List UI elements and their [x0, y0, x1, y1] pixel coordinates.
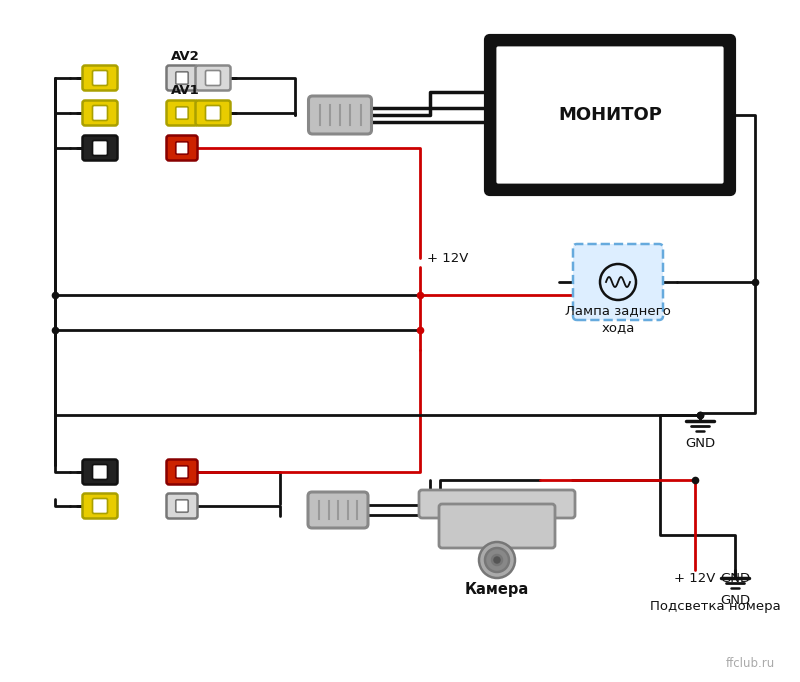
- FancyBboxPatch shape: [82, 136, 118, 160]
- Text: МОНИТОР: МОНИТОР: [558, 106, 662, 124]
- FancyBboxPatch shape: [93, 499, 107, 514]
- FancyBboxPatch shape: [495, 45, 725, 185]
- Circle shape: [479, 542, 515, 578]
- Text: Лампа заднего
хода: Лампа заднего хода: [565, 304, 671, 334]
- FancyBboxPatch shape: [195, 100, 230, 125]
- FancyBboxPatch shape: [176, 500, 188, 512]
- Text: + 12V: + 12V: [674, 572, 716, 585]
- Text: ffclub.ru: ffclub.ru: [726, 657, 775, 670]
- FancyBboxPatch shape: [176, 466, 188, 478]
- Text: Камера: Камера: [465, 582, 529, 597]
- FancyBboxPatch shape: [93, 106, 107, 121]
- Circle shape: [492, 555, 502, 565]
- FancyBboxPatch shape: [166, 136, 198, 160]
- Text: + 12V: + 12V: [427, 252, 468, 265]
- FancyBboxPatch shape: [82, 460, 118, 484]
- FancyBboxPatch shape: [166, 460, 198, 484]
- FancyBboxPatch shape: [82, 100, 118, 125]
- FancyBboxPatch shape: [439, 504, 555, 548]
- Text: GND: GND: [685, 437, 715, 450]
- FancyBboxPatch shape: [309, 96, 371, 134]
- FancyBboxPatch shape: [166, 65, 198, 91]
- FancyBboxPatch shape: [419, 490, 575, 518]
- FancyBboxPatch shape: [93, 70, 107, 85]
- Circle shape: [485, 548, 509, 572]
- FancyBboxPatch shape: [176, 107, 188, 119]
- FancyBboxPatch shape: [166, 494, 198, 518]
- FancyBboxPatch shape: [82, 494, 118, 518]
- FancyBboxPatch shape: [93, 140, 107, 155]
- FancyBboxPatch shape: [308, 492, 368, 528]
- FancyBboxPatch shape: [206, 70, 221, 85]
- Text: AV2: AV2: [170, 50, 199, 63]
- FancyBboxPatch shape: [195, 65, 230, 91]
- FancyBboxPatch shape: [82, 65, 118, 91]
- FancyBboxPatch shape: [166, 100, 198, 125]
- FancyBboxPatch shape: [176, 142, 188, 154]
- Text: GND: GND: [720, 594, 750, 607]
- FancyBboxPatch shape: [206, 106, 221, 121]
- FancyBboxPatch shape: [573, 244, 663, 320]
- Text: AV1: AV1: [170, 85, 199, 98]
- Text: Подсветка номера: Подсветка номера: [650, 600, 780, 613]
- FancyBboxPatch shape: [176, 72, 188, 84]
- FancyBboxPatch shape: [486, 36, 734, 194]
- Text: GND: GND: [720, 572, 750, 585]
- FancyBboxPatch shape: [93, 464, 107, 479]
